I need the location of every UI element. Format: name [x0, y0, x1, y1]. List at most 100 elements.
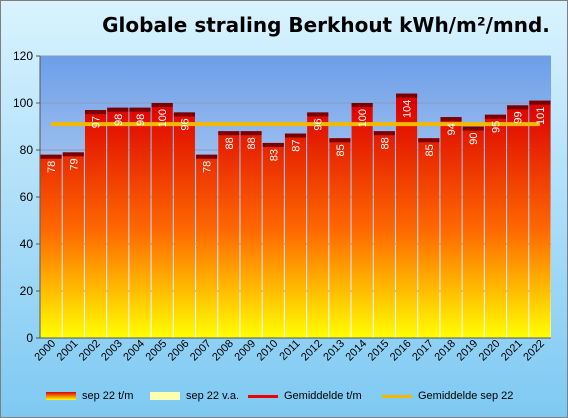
- x-tick-label: 2016: [388, 338, 414, 364]
- legend-item-gemiddelde-tm: Gemiddelde t/m: [248, 390, 362, 402]
- bar-cap: [40, 154, 62, 159]
- bar-cap: [107, 107, 129, 112]
- data-label: 101: [535, 107, 547, 125]
- legend-label: Gemiddelde t/m: [284, 390, 362, 402]
- x-tick-label: 2006: [166, 338, 192, 364]
- x-tick-label: 2017: [410, 338, 436, 364]
- x-tick-label: 2015: [366, 338, 392, 364]
- data-label: 95: [490, 121, 502, 133]
- bar-cap: [529, 100, 551, 105]
- x-tick-label: 2009: [232, 338, 258, 364]
- x-tick-label: 2005: [144, 338, 170, 364]
- legend-label: Gemiddelde sep 22: [418, 390, 514, 402]
- y-tick-label: 80: [20, 143, 34, 157]
- data-label: 96: [179, 118, 191, 130]
- bar-cap: [329, 138, 351, 143]
- bar-cap: [440, 117, 462, 122]
- data-label: 97: [91, 116, 103, 128]
- bar-cap: [396, 93, 418, 98]
- bar: [84, 110, 107, 338]
- x-tick-label: 2008: [210, 338, 236, 364]
- data-label: 79: [68, 158, 80, 170]
- bar: [396, 93, 418, 338]
- x-tick-label: 2022: [521, 338, 547, 364]
- legend-item-sep22-va: sep 22 v.a.: [150, 390, 239, 402]
- bar: [462, 126, 484, 338]
- data-label: 83: [268, 149, 280, 161]
- x-tick-label: 2007: [188, 338, 214, 364]
- data-label: 88: [379, 137, 391, 149]
- bar-cap: [484, 114, 507, 119]
- x-tick-label: 2003: [99, 338, 125, 364]
- data-label: 78: [202, 161, 214, 173]
- bar-cap: [462, 126, 484, 131]
- bar-cap: [262, 142, 284, 147]
- bar-cap: [284, 133, 307, 138]
- legend-swatch-sep22-va: [150, 392, 180, 400]
- data-label: 99: [513, 111, 525, 123]
- bar-cap: [373, 131, 395, 136]
- bar: [351, 103, 373, 338]
- data-label: 87: [291, 140, 303, 152]
- data-label: 96: [313, 118, 325, 130]
- bar-cap: [62, 152, 84, 157]
- bar: [240, 131, 262, 338]
- bar: [373, 131, 395, 338]
- bar: [173, 112, 195, 339]
- legend-swatch-sep22-tm: [46, 392, 76, 400]
- data-label: 78: [46, 161, 58, 173]
- data-label: 100: [357, 109, 369, 127]
- x-tick-label: 2019: [455, 338, 481, 364]
- y-tick-label: 40: [20, 237, 34, 251]
- bar: [307, 112, 329, 339]
- bar-cap: [218, 131, 240, 136]
- bar: [151, 103, 173, 338]
- bar: [507, 105, 529, 338]
- legend-item-sep22-tm: sep 22 t/m: [46, 390, 133, 402]
- bar: [329, 138, 351, 338]
- x-tick-label: 2004: [121, 338, 147, 364]
- bar-cap: [307, 112, 329, 117]
- bar: [262, 142, 284, 338]
- x-tick-label: 2018: [432, 338, 458, 364]
- bar: [418, 138, 440, 338]
- y-tick-label: 0: [26, 331, 33, 345]
- x-tick-label: 2010: [255, 338, 281, 364]
- y-tick-label: 100: [13, 96, 33, 110]
- data-label: 94: [446, 123, 458, 135]
- data-label: 85: [424, 144, 436, 156]
- x-tick-label: 2000: [32, 338, 58, 364]
- bar: [62, 152, 84, 338]
- bar: [440, 117, 462, 338]
- data-label: 90: [468, 133, 480, 145]
- data-label: 88: [246, 137, 258, 149]
- bar-cap: [196, 154, 218, 159]
- data-label: 98: [135, 114, 147, 126]
- bar-cap: [418, 138, 440, 143]
- legend-label: sep 22 t/m: [82, 390, 134, 402]
- y-tick-label: 60: [20, 190, 34, 204]
- data-label: 98: [113, 114, 125, 126]
- data-label: 88: [224, 137, 236, 149]
- legend-swatch-gemiddelde-tm: [248, 394, 278, 398]
- bar-cap: [84, 110, 107, 115]
- data-label: 100: [157, 109, 169, 127]
- x-tick-label: 2012: [299, 338, 325, 364]
- x-tick-label: 2001: [55, 338, 81, 364]
- bar: [107, 107, 129, 338]
- legend-label: sep 22 v.a.: [186, 390, 239, 402]
- bar: [196, 154, 218, 338]
- y-tick-label: 120: [13, 49, 33, 63]
- bar: [129, 107, 151, 338]
- bar: [40, 154, 62, 338]
- bar-cap: [173, 112, 195, 117]
- x-tick-label: 2011: [277, 338, 302, 363]
- y-tick-label: 20: [20, 284, 34, 298]
- x-tick-label: 2020: [477, 338, 503, 364]
- data-label: 85: [335, 144, 347, 156]
- chart-title: Globale straling Berkhout kWh/m²/mnd.: [102, 13, 550, 37]
- bar-cap: [129, 107, 151, 112]
- bar: [484, 114, 507, 338]
- legend-item-gemiddelde-sep22: Gemiddelde sep 22: [382, 390, 513, 402]
